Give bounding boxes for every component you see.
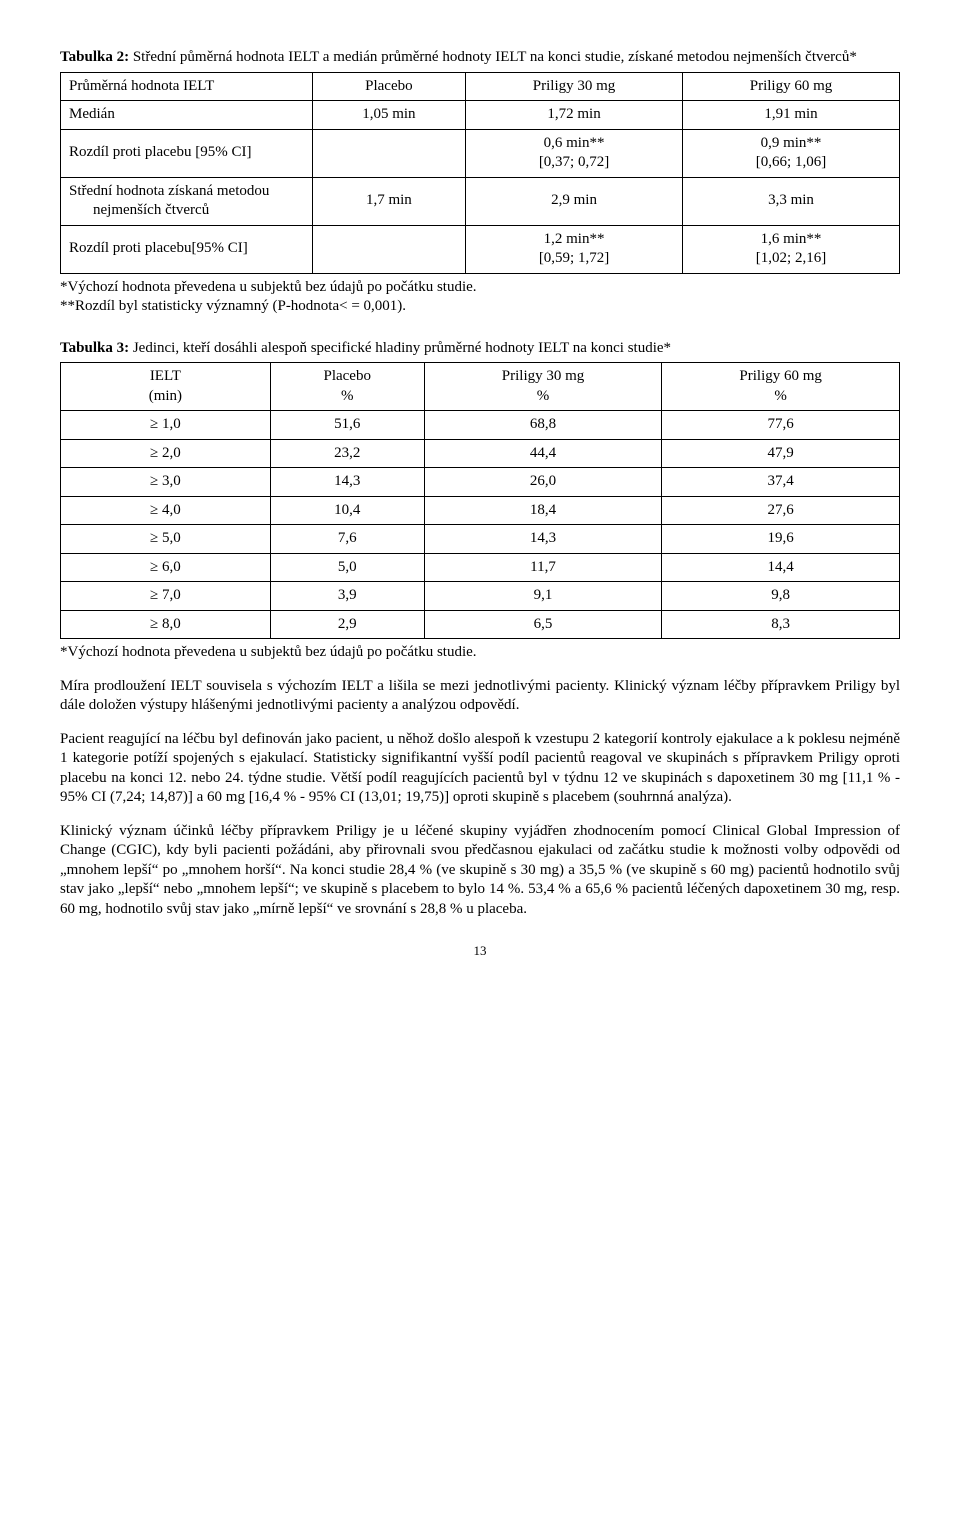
table2-header-col2: Priligy 30 mg	[466, 72, 683, 101]
table3-r1-c2: 44,4	[424, 439, 662, 468]
table-row: Medián 1,05 min 1,72 min 1,91 min	[61, 101, 900, 130]
table3-header-col1: Placebo %	[270, 363, 424, 411]
table3-r6-c3: 9,8	[662, 582, 900, 611]
table3-r0-c1: 51,6	[270, 411, 424, 440]
table2-note1: *Výchozí hodnota převedena u subjektů be…	[60, 279, 477, 295]
table3-r4-c2: 14,3	[424, 525, 662, 554]
table2-r2-label: Střední hodnota získaná metodou nejmenší…	[61, 177, 313, 225]
table3-r2-c1: 14,3	[270, 468, 424, 497]
table3-r7-c1: 2,9	[270, 610, 424, 639]
table3-r7-label: ≥ 8,0	[61, 610, 271, 639]
table3-r4-c3: 19,6	[662, 525, 900, 554]
table2-header-rowlabel: Průměrná hodnota IELT	[61, 72, 313, 101]
table3-title: Tabulka 3: Jedinci, kteří dosáhli alespo…	[60, 339, 900, 359]
table2-r2-c3: 3,3 min	[683, 177, 900, 225]
table2-r2-c1: 1,7 min	[312, 177, 465, 225]
table3-r1-c3: 47,9	[662, 439, 900, 468]
table2-r1-c3: 0,9 min** [0,66; 1,06]	[683, 129, 900, 177]
table-row: Střední hodnota získaná metodou nejmenší…	[61, 177, 900, 225]
table3-r3-c3: 27,6	[662, 496, 900, 525]
table2: Průměrná hodnota IELT Placebo Priligy 30…	[60, 72, 900, 274]
table2-r3-c3: 1,6 min** [1,02; 2,16]	[683, 225, 900, 273]
table3-r6-c2: 9,1	[424, 582, 662, 611]
table3-header-row: IELT (min) Placebo % Priligy 30 mg % Pri…	[61, 363, 900, 411]
table3-title-prefix: Tabulka 3:	[60, 340, 129, 356]
table2-header-col1: Placebo	[312, 72, 465, 101]
table3-title-rest: Jedinci, kteří dosáhli alespoň specifick…	[129, 340, 671, 356]
table-row: ≥ 8,0 2,9 6,5 8,3	[61, 610, 900, 639]
table-row: ≥ 5,0 7,6 14,3 19,6	[61, 525, 900, 554]
table2-notes: *Výchozí hodnota převedena u subjektů be…	[60, 278, 900, 317]
table-row: Rozdíl proti placebu[95% CI] 1,2 min** […	[61, 225, 900, 273]
table3-note: *Výchozí hodnota převedena u subjektů be…	[60, 643, 900, 663]
table2-r3-label: Rozdíl proti placebu[95% CI]	[61, 225, 313, 273]
table3-r6-c1: 3,9	[270, 582, 424, 611]
table3-r5-c2: 11,7	[424, 553, 662, 582]
table3-r0-c2: 68,8	[424, 411, 662, 440]
table3-header-col2: Priligy 30 mg %	[424, 363, 662, 411]
table-row: Rozdíl proti placebu [95% CI] 0,6 min** …	[61, 129, 900, 177]
table2-r1-c2: 0,6 min** [0,37; 0,72]	[466, 129, 683, 177]
table3-r1-c1: 23,2	[270, 439, 424, 468]
table-row: ≥ 1,0 51,6 68,8 77,6	[61, 411, 900, 440]
table2-title: Tabulka 2: Střední půměrná hodnota IELT …	[60, 48, 900, 68]
table3-r0-label: ≥ 1,0	[61, 411, 271, 440]
table-row: ≥ 6,0 5,0 11,7 14,4	[61, 553, 900, 582]
table2-r3-c1	[312, 225, 465, 273]
table3-r2-c3: 37,4	[662, 468, 900, 497]
table2-r0-c2: 1,72 min	[466, 101, 683, 130]
table3-header-rowlabel: IELT (min)	[61, 363, 271, 411]
table3-r0-c3: 77,6	[662, 411, 900, 440]
table2-title-rest: Střední půměrná hodnota IELT a medián pr…	[129, 49, 857, 65]
table2-r2-c2: 2,9 min	[466, 177, 683, 225]
table3-r7-c3: 8,3	[662, 610, 900, 639]
table3-r3-label: ≥ 4,0	[61, 496, 271, 525]
table3-r5-c1: 5,0	[270, 553, 424, 582]
table2-title-prefix: Tabulka 2:	[60, 49, 129, 65]
table3-r3-c2: 18,4	[424, 496, 662, 525]
table3-r5-c3: 14,4	[662, 553, 900, 582]
paragraph-1: Míra prodloužení IELT souvisela s výchoz…	[60, 677, 900, 716]
table3-r3-c1: 10,4	[270, 496, 424, 525]
table3-r7-c2: 6,5	[424, 610, 662, 639]
table3-header-col3: Priligy 60 mg %	[662, 363, 900, 411]
table3: IELT (min) Placebo % Priligy 30 mg % Pri…	[60, 362, 900, 639]
table3-r4-c1: 7,6	[270, 525, 424, 554]
table-row: ≥ 3,0 14,3 26,0 37,4	[61, 468, 900, 497]
table-row: ≥ 4,0 10,4 18,4 27,6	[61, 496, 900, 525]
table-row: ≥ 7,0 3,9 9,1 9,8	[61, 582, 900, 611]
table3-r2-label: ≥ 3,0	[61, 468, 271, 497]
table2-r3-c2: 1,2 min** [0,59; 1,72]	[466, 225, 683, 273]
table3-r6-label: ≥ 7,0	[61, 582, 271, 611]
paragraph-3: Klinický význam účinků léčby přípravkem …	[60, 822, 900, 920]
table2-r1-label: Rozdíl proti placebu [95% CI]	[61, 129, 313, 177]
table-row: ≥ 2,0 23,2 44,4 47,9	[61, 439, 900, 468]
table3-r1-label: ≥ 2,0	[61, 439, 271, 468]
table2-header-row: Průměrná hodnota IELT Placebo Priligy 30…	[61, 72, 900, 101]
table2-r0-c1: 1,05 min	[312, 101, 465, 130]
paragraph-2: Pacient reagující na léčbu byl definován…	[60, 730, 900, 808]
table2-header-col3: Priligy 60 mg	[683, 72, 900, 101]
table2-r0-label: Medián	[61, 101, 313, 130]
table3-r4-label: ≥ 5,0	[61, 525, 271, 554]
table3-r5-label: ≥ 6,0	[61, 553, 271, 582]
table2-note2: **Rozdíl byl statisticky významný (P-hod…	[60, 298, 406, 314]
table2-r1-c1	[312, 129, 465, 177]
table2-r0-c3: 1,91 min	[683, 101, 900, 130]
table3-r2-c2: 26,0	[424, 468, 662, 497]
page-number: 13	[60, 943, 900, 960]
